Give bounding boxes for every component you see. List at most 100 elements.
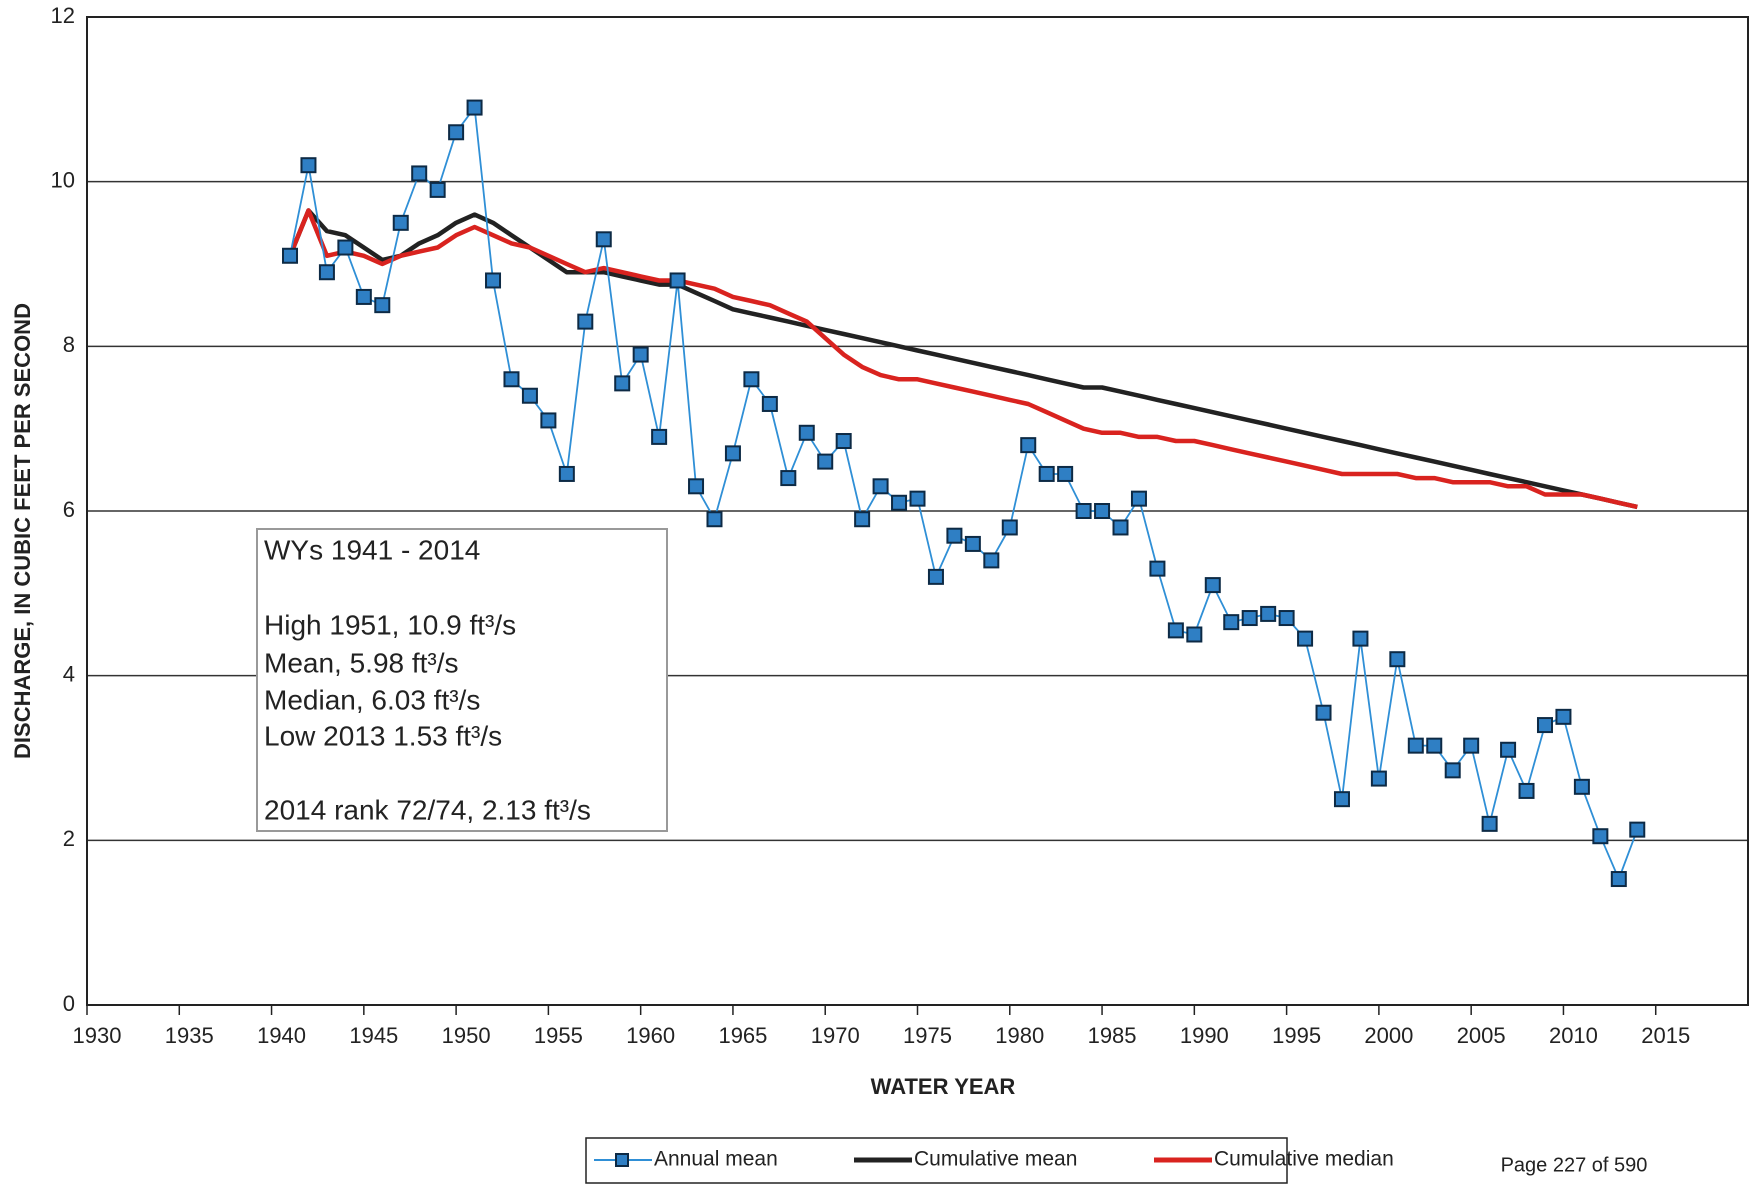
point-marker (1167, 622, 1184, 639)
point-marker (1481, 815, 1498, 832)
point-marker (1389, 651, 1406, 668)
point-marker (798, 424, 815, 441)
point-marker (1629, 821, 1646, 838)
point-marker (1020, 437, 1037, 454)
y-tick-label: 10 (51, 167, 75, 192)
point-marker (909, 490, 926, 507)
point-marker (632, 346, 649, 363)
x-tick-label: 1965 (718, 1023, 767, 1048)
y-tick-label: 2 (63, 826, 75, 851)
point-marker (743, 371, 760, 388)
point-marker (1075, 503, 1092, 519)
point-marker (429, 181, 446, 198)
point-marker (1610, 871, 1627, 888)
point-marker (595, 231, 612, 248)
y-tick-label: 8 (63, 332, 75, 357)
point-marker (282, 247, 299, 264)
x-tick-label: 1945 (349, 1023, 398, 1048)
point-marker (927, 568, 944, 585)
point-marker (1500, 741, 1517, 758)
x-tick-label: 1995 (1272, 1023, 1321, 1048)
point-marker (337, 239, 354, 256)
point-marker (669, 272, 686, 289)
y-tick-label: 12 (51, 3, 75, 28)
point-marker (1426, 737, 1443, 754)
point-marker (1315, 704, 1332, 721)
y-tick-label: 6 (63, 497, 75, 522)
x-tick-label: 1930 (73, 1023, 122, 1048)
point-marker (355, 288, 372, 305)
point-marker (1444, 762, 1461, 779)
point-marker (761, 395, 778, 412)
point-marker (946, 527, 963, 544)
annotation-line: Median, 6.03 ft³/s (264, 684, 480, 715)
point-marker (1260, 605, 1277, 622)
annotation-line: Mean, 5.98 ft³/s (264, 647, 459, 678)
legend-label: Cumulative median (1214, 1148, 1394, 1171)
point-marker (1149, 560, 1166, 577)
point-marker (1370, 770, 1387, 787)
point-marker (540, 412, 557, 429)
annotation-line: WYs 1941 - 2014 (264, 534, 480, 565)
y-tick-label: 4 (63, 661, 75, 686)
point-marker (485, 272, 502, 289)
annotation-line: High 1951, 10.9 ft³/s (264, 609, 516, 640)
x-tick-label: 1970 (811, 1023, 860, 1048)
point-marker (1555, 708, 1572, 725)
point-marker (521, 387, 538, 404)
series-line (287, 208, 1638, 510)
point-marker (1204, 577, 1221, 594)
point-marker (1001, 519, 1018, 536)
point-marker (688, 478, 705, 495)
point-marker (854, 511, 871, 528)
point-marker (1130, 490, 1147, 507)
point-marker (577, 313, 594, 330)
point-marker (964, 535, 981, 552)
point-marker (1573, 778, 1590, 795)
point-marker (1463, 737, 1480, 754)
point-marker (1297, 630, 1314, 647)
legend-label: Annual mean (654, 1148, 778, 1171)
point-marker (448, 124, 465, 141)
point-marker (503, 371, 520, 388)
x-tick-label: 2015 (1641, 1023, 1690, 1048)
x-tick-label: 1990 (1180, 1023, 1229, 1048)
point-marker (724, 445, 741, 462)
x-tick-label: 1940 (257, 1023, 306, 1048)
point-marker (1592, 828, 1609, 845)
x-tick-label: 2005 (1457, 1023, 1506, 1048)
x-tick-label: 2000 (1364, 1023, 1413, 1048)
y-tick-label: 0 (63, 991, 75, 1016)
x-tick-label: 1985 (1088, 1023, 1137, 1048)
x-axis-label: WATER YEAR (871, 1074, 1016, 1099)
point-marker (392, 214, 409, 231)
point-marker (835, 433, 852, 450)
page-label: Page 227 of 590 (1501, 1154, 1648, 1176)
point-marker (1241, 610, 1258, 627)
point-marker (651, 428, 668, 445)
plot-frame (86, 16, 1749, 1006)
y-axis-label: DISCHARGE, IN CUBIC FEET PER SECOND (10, 303, 35, 759)
point-marker (1186, 626, 1203, 643)
annotation-line: 2014 rank 72/74, 2.13 ft³/s (264, 794, 591, 825)
point-marker (374, 297, 391, 314)
point-marker (1407, 737, 1424, 754)
x-tick-label: 1960 (626, 1023, 675, 1048)
point-marker (780, 470, 797, 487)
point-marker (614, 375, 631, 392)
point-marker (558, 465, 575, 482)
point-marker (1057, 465, 1074, 482)
point-marker (300, 157, 317, 174)
point-marker (706, 511, 723, 528)
x-tick-label: 1955 (534, 1023, 583, 1048)
point-marker (983, 552, 1000, 569)
point-marker (872, 478, 889, 495)
x-tick-label: 1935 (165, 1023, 214, 1048)
series-line (287, 208, 1638, 510)
point-marker (1094, 503, 1111, 519)
x-tick-label: 2010 (1549, 1023, 1598, 1048)
point-marker (318, 264, 335, 281)
point-marker (1038, 465, 1055, 482)
point-marker (817, 453, 834, 470)
